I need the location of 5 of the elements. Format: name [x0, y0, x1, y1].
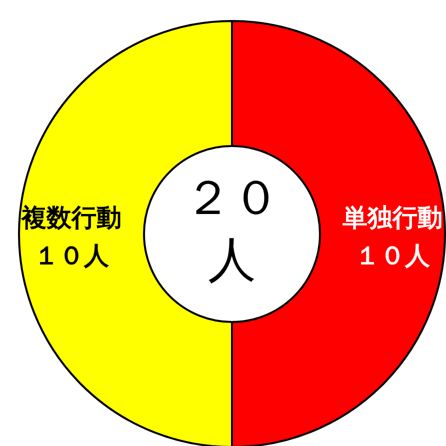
slice-label: 単独行動 [342, 203, 442, 232]
data-label: １０人 [34, 241, 110, 270]
data-label: １０人 [355, 241, 431, 270]
slice-label: 複数行動 [20, 203, 122, 232]
text: ２０人 [184, 170, 280, 288]
